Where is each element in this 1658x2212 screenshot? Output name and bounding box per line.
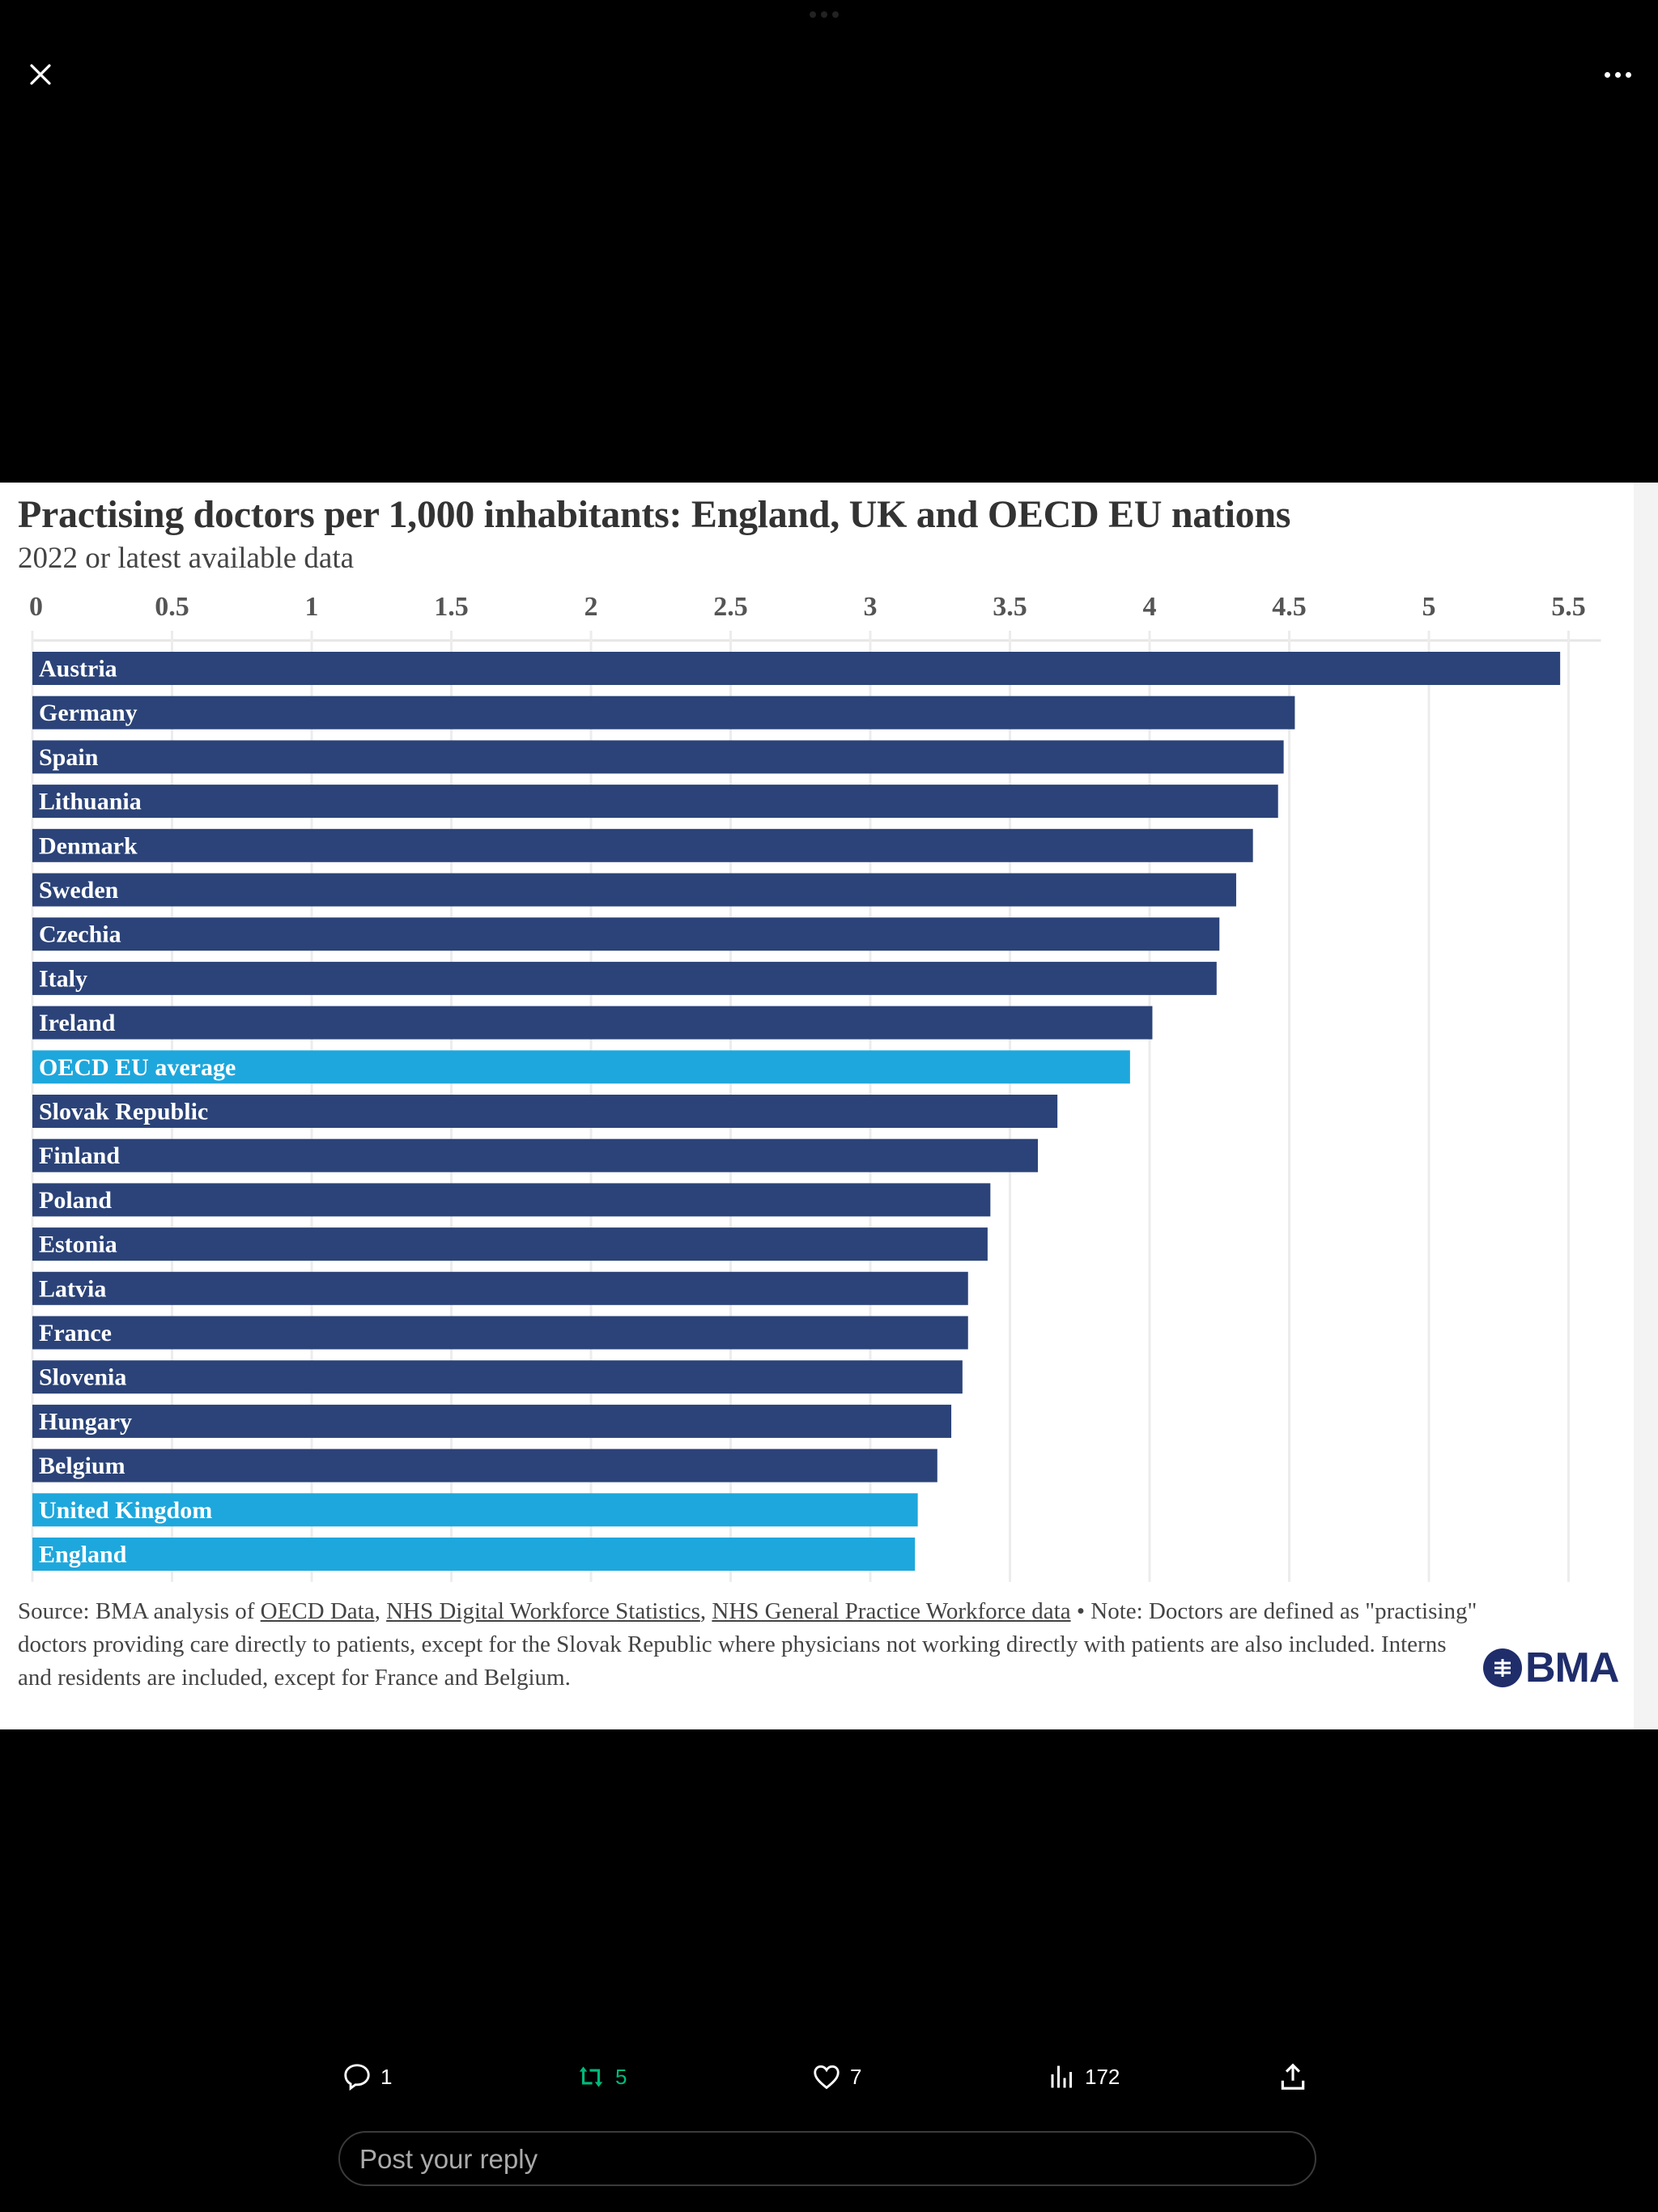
like-count: 7 (850, 2064, 862, 2089)
close-icon (30, 64, 51, 85)
x-tick-label: 4.5 (1272, 592, 1307, 622)
bar-label: Sweden (39, 877, 119, 904)
x-axis-ticks: 0 0.5 1 1.5 2 2.5 3 3.5 4 4.5 5 5.5 (29, 592, 1586, 622)
bar-label: Spain (39, 744, 99, 771)
bar-label: Denmark (39, 832, 138, 859)
bar-poland (32, 1183, 991, 1217)
bar-finland (32, 1138, 1038, 1172)
nhs-gp-workforce-link[interactable]: NHS General Practice Workforce data (712, 1598, 1071, 1624)
x-tick-label: 1 (305, 592, 319, 622)
bar-england (32, 1538, 916, 1571)
view-count: 172 (1085, 2064, 1120, 2089)
bar-chart: 0 0.5 1 1.5 2 2.5 3 3.5 4 4.5 5 5.5 Austria Germany S… (29, 592, 1601, 1582)
x-tick-label: 3.5 (993, 592, 1027, 622)
x-tick-label: 0.5 (155, 592, 189, 622)
x-tick-label: 3 (864, 592, 878, 622)
post-actions: 1 5 7 172 (338, 2061, 1326, 2102)
bar-label: Finland (39, 1142, 120, 1169)
like-button[interactable]: 7 (811, 2061, 861, 2092)
bar-united-kingdom (32, 1493, 918, 1527)
bar-label: Italy (39, 965, 87, 992)
bar-sweden (32, 873, 1236, 907)
drag-handle (810, 11, 839, 18)
nhs-digital-link[interactable]: NHS Digital Workforce Statistics (386, 1598, 700, 1624)
bar-austria (32, 652, 1561, 685)
reply-button[interactable]: 1 (342, 2061, 392, 2092)
bar-france (32, 1316, 968, 1350)
chart-subtitle: 2022 or latest available data (18, 542, 355, 575)
bar-label: Austria (39, 656, 117, 683)
close-button[interactable] (21, 55, 60, 94)
bar-oecd-eu-average (32, 1050, 1130, 1084)
reply-count: 1 (380, 2064, 393, 2089)
bar-label: Poland (39, 1187, 112, 1214)
share-button[interactable] (1278, 2061, 1308, 2092)
bma-emblem-icon (1483, 1648, 1522, 1687)
x-tick-label: 2.5 (713, 592, 748, 622)
bma-logo: BMA (1483, 1644, 1619, 1692)
x-tick-label: 0 (29, 592, 43, 622)
more-dot-icon (1614, 71, 1621, 78)
bar-label: Czechia (39, 921, 121, 948)
bar-hungary (32, 1404, 952, 1438)
bar-label: England (39, 1542, 127, 1568)
x-tick-label: 1.5 (434, 592, 469, 622)
bar-lithuania (32, 785, 1278, 819)
separator: , (699, 1598, 712, 1624)
views-button[interactable]: 172 (1048, 2061, 1120, 2092)
bar-latvia (32, 1271, 968, 1305)
share-icon (1281, 2063, 1305, 2090)
separator: , (374, 1598, 387, 1624)
repost-count: 5 (615, 2064, 627, 2089)
bar-label: Latvia (39, 1275, 106, 1302)
bar-label: Hungary (39, 1408, 132, 1435)
bar-label: Ireland (39, 1010, 116, 1036)
source-note: Source: BMA analysis of OECD Data, NHS D… (18, 1595, 1483, 1695)
image-edge (1634, 483, 1658, 1729)
chart-image: 0 0.5 1 1.5 2 2.5 3 3.5 4 4.5 5 5.5 Austria Germany S… (0, 483, 1658, 1729)
bar-czechia (32, 917, 1220, 951)
more-options-button[interactable] (1592, 55, 1643, 94)
x-tick-label: 4 (1143, 592, 1157, 622)
x-tick-label: 5.5 (1551, 592, 1586, 622)
bar-ireland (32, 1006, 1153, 1040)
bar-germany (32, 696, 1295, 730)
bar-label: Estonia (39, 1231, 117, 1258)
bar-label: Slovak Republic (39, 1099, 208, 1125)
bar-slovenia (32, 1360, 963, 1394)
heart-icon (814, 2065, 840, 2090)
x-tick-label: 2 (585, 592, 598, 622)
reply-icon (344, 2064, 370, 2091)
repost-button[interactable]: 5 (575, 2061, 627, 2092)
bar-spain (32, 740, 1284, 774)
bar-label: United Kingdom (39, 1497, 212, 1524)
bar-label: France (39, 1320, 112, 1346)
source-prefix: Source: BMA analysis of (18, 1598, 261, 1624)
chart-title: Practising doctors per 1,000 inhabitants… (18, 493, 1291, 536)
analytics-icon (1051, 2065, 1072, 2088)
bar-slovak-republic (32, 1095, 1058, 1128)
bar-italy (32, 961, 1217, 995)
bma-logo-text: BMA (1525, 1644, 1619, 1691)
bar-denmark (32, 828, 1253, 862)
note-text: • Note: Doctors are defined as "practisi… (18, 1598, 1477, 1691)
bar-label: Belgium (39, 1453, 125, 1479)
repost-icon (579, 2066, 603, 2087)
bar-estonia (32, 1227, 988, 1261)
more-dot-icon (1625, 71, 1631, 78)
more-dot-icon (1604, 71, 1610, 78)
bar-belgium (32, 1448, 937, 1482)
reply-composer[interactable] (338, 2131, 1316, 2186)
bar-label: Lithuania (39, 789, 142, 815)
bar-label: Slovenia (39, 1364, 126, 1391)
bar-label: OECD EU average (39, 1054, 236, 1081)
reply-input[interactable] (358, 2133, 1292, 2186)
bars: Austria Germany Spain Lithuania Denmark Swede… (32, 652, 1561, 1571)
bar-label: Germany (39, 700, 138, 726)
oecd-data-link[interactable]: OECD Data (260, 1598, 375, 1624)
x-tick-label: 5 (1422, 592, 1436, 622)
